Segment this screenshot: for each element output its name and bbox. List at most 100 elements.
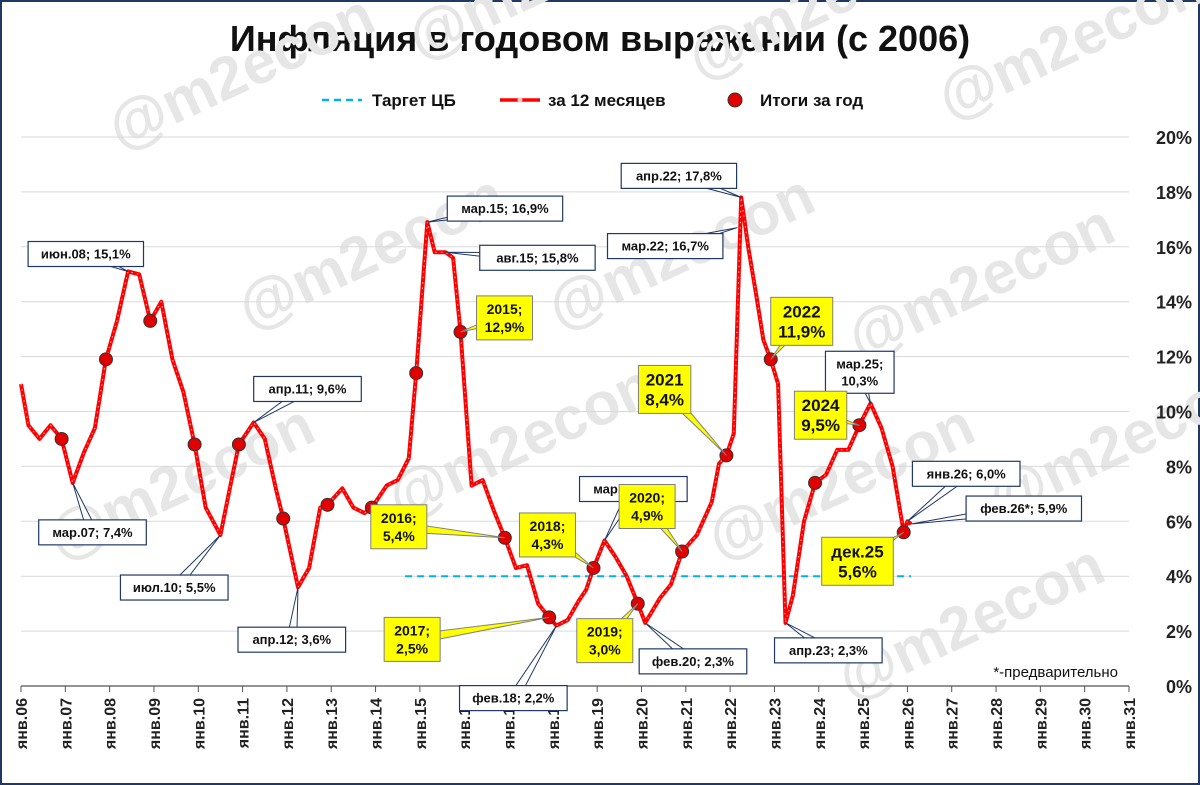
- callout-label: апр.11; 9,6%: [269, 381, 347, 396]
- callout-label: июл.10; 5,5%: [133, 580, 216, 595]
- callout-label: 2022: [783, 302, 821, 321]
- annual-marker: [808, 475, 823, 490]
- x-tick-label: янв.28: [989, 698, 1006, 750]
- callout-label: фев.18; 2,2%: [472, 691, 555, 706]
- callout-label: мар.07; 7,4%: [52, 525, 133, 540]
- point-callout: мар.22; 16,7%: [606, 227, 738, 260]
- callout-label: 5,4%: [383, 528, 415, 544]
- callout-box: [476, 295, 534, 341]
- legend-target-label: Таргет ЦБ: [372, 91, 456, 110]
- watermark-text: @m2econ: [397, 0, 684, 72]
- callout-box: [620, 162, 738, 189]
- callout-box: [27, 240, 145, 268]
- point-callout: янв.26; 6,0%: [907, 460, 1021, 522]
- annual-marker: [98, 352, 113, 367]
- callout-label: 2017;: [394, 622, 430, 638]
- y-tick-label: 16%: [1156, 238, 1192, 258]
- annual-marker: [187, 437, 202, 452]
- callout-label: мар.22; 16,7%: [621, 239, 709, 254]
- callout-label: 4,3%: [532, 536, 564, 552]
- x-tick-label: янв.30: [1078, 698, 1095, 750]
- annual-callout: 2018; 4,3%: [518, 512, 594, 569]
- callout-box: [793, 390, 848, 440]
- y-tick-label: 10%: [1156, 403, 1192, 423]
- callout-label: 2020;: [629, 489, 665, 505]
- callout-box: [824, 350, 895, 394]
- chart-title: Инфляция в годовом выражении (с 2006): [229, 18, 971, 59]
- x-tick-label: янв.14: [369, 698, 386, 750]
- point-callout: фев.26*; 5,9%: [911, 495, 1083, 525]
- x-tick-label: янв.11: [236, 698, 253, 749]
- x-tick-label: янв.12: [280, 698, 297, 750]
- x-tick-label: янв.09: [147, 698, 164, 750]
- x-tick-label: янв.19: [590, 698, 607, 750]
- callout-label: дек.25: [831, 542, 883, 561]
- y-tick-label: 14%: [1156, 293, 1192, 313]
- callout-label: 2024: [802, 396, 840, 415]
- point-callout: мар.07; 7,4%: [38, 482, 147, 546]
- watermark-text: @m2econ: [927, 0, 1200, 132]
- callout-box: [965, 495, 1083, 522]
- y-tick-label: 8%: [1166, 457, 1192, 477]
- callout-label: июн.08; 15,1%: [41, 247, 131, 262]
- callout-box: [446, 195, 564, 222]
- callout-label: янв.26; 6,0%: [927, 466, 1007, 481]
- callout-label: 2019;: [587, 624, 623, 640]
- callout-box: [821, 536, 894, 586]
- callout-label: 3,0%: [589, 642, 621, 658]
- x-tick-label: янв.22: [723, 698, 740, 750]
- y-tick-label: 12%: [1156, 348, 1192, 368]
- callout-label: фев.20; 2,3%: [652, 654, 735, 669]
- callout-box: [518, 512, 576, 558]
- inflation-12m-line-highlight: [20, 196, 912, 627]
- callout-label: 2015;: [487, 301, 523, 317]
- point-callout: мар.25; 10,3%: [824, 350, 895, 404]
- point-callout: фев.20; 2,3%: [638, 622, 748, 675]
- callout-box: [370, 504, 428, 550]
- point-callout: апр.22; 17,8%: [620, 162, 742, 198]
- annual-callout: 2016; 5,4%: [370, 504, 505, 550]
- y-tick-label: 2%: [1166, 622, 1192, 642]
- annual-callout: 2020; 4,9%: [618, 483, 683, 552]
- x-tick-label: янв.29: [1033, 698, 1050, 750]
- callout-label: апр.12; 3,6%: [252, 632, 331, 647]
- x-tick-label: янв.27: [945, 698, 962, 750]
- x-tick-label: янв.13: [324, 698, 341, 750]
- callout-label: мар.15; 16,9%: [461, 201, 549, 216]
- point-callout: апр.12; 3,6%: [237, 587, 347, 653]
- annual-callout: 2015; 12,9%: [460, 295, 534, 341]
- x-tick-label: янв.15: [413, 698, 430, 750]
- point-callout: июн.08; 15,1%: [27, 240, 145, 272]
- callout-box: [458, 685, 568, 712]
- point-callout: мар.15; 16,9%: [427, 195, 564, 223]
- callout-box: [383, 616, 441, 662]
- point-callout: июл.10; 5,5%: [119, 534, 229, 601]
- point-callout: фев.18; 2,2%: [458, 625, 568, 712]
- legend-annual-swatch: [727, 92, 743, 108]
- callout-label: 2021: [646, 370, 684, 389]
- callout-label: апр.23; 2,3%: [789, 643, 868, 658]
- legend: Таргет ЦБ за 12 месяцев Итоги за год: [322, 91, 863, 110]
- x-tick-label: янв.10: [191, 698, 208, 750]
- x-tick-label: янв.08: [103, 698, 120, 750]
- callout-box: [253, 375, 362, 403]
- annual-marker: [231, 437, 246, 452]
- callout-box: [770, 296, 834, 346]
- x-tick-label: янв.23: [767, 698, 784, 750]
- callout-box: [576, 618, 634, 664]
- x-tick-label: янв.26: [900, 698, 917, 750]
- annual-marker: [54, 431, 69, 446]
- callout-label: 11,9%: [778, 322, 825, 341]
- watermark-text: @m2econ: [227, 161, 514, 342]
- callout-box: [637, 364, 692, 414]
- annual-callout: 2017; 2,5%: [383, 616, 550, 662]
- y-tick-label: 4%: [1166, 567, 1192, 587]
- callout-box: [911, 460, 1021, 487]
- y-tick-label: 18%: [1156, 183, 1192, 203]
- watermark-text: @m2econ: [837, 191, 1124, 372]
- x-tick-label: янв.24: [812, 698, 829, 750]
- callout-label: фев.26*; 5,9%: [980, 501, 1068, 516]
